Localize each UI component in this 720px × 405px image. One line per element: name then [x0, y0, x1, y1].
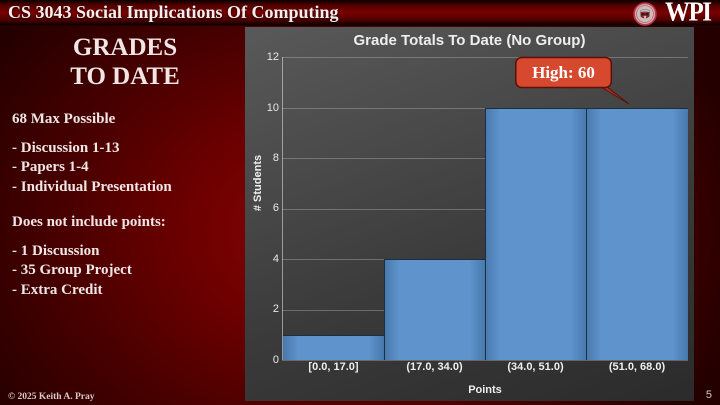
svg-text:High: 60: High: 60: [532, 63, 595, 82]
